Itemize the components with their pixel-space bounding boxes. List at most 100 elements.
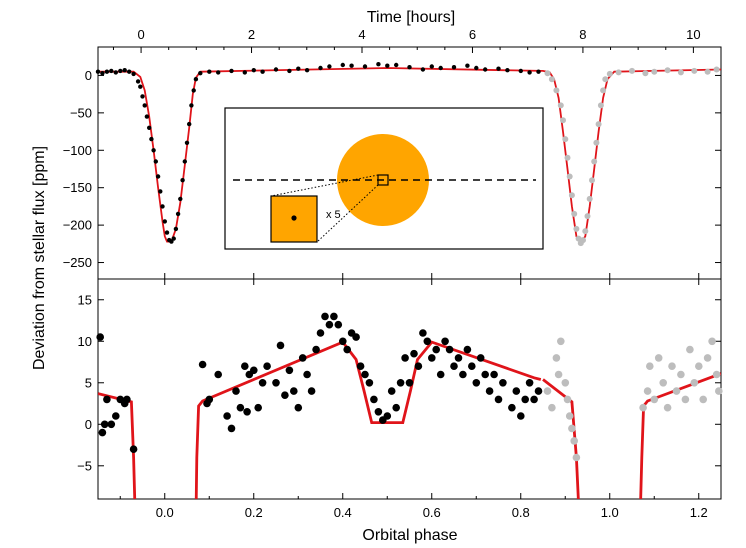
- lower-gray-point: [699, 395, 707, 404]
- lower-black-point: [312, 345, 320, 354]
- upper-black-point: [327, 64, 332, 69]
- lower-model-segment: [639, 372, 721, 499]
- lower-gray-points: [543, 337, 723, 462]
- lower-gray-point: [557, 337, 565, 346]
- upper-black-point: [420, 67, 426, 72]
- lower-gray-point: [554, 370, 563, 379]
- upper-black-point: [100, 71, 105, 76]
- lower-black-point: [485, 387, 494, 395]
- upper-gray-point: [548, 76, 555, 83]
- upper-gray-point: [584, 213, 591, 220]
- upper-black-point: [127, 69, 132, 74]
- lower-black-point: [499, 379, 507, 387]
- upper-black-point: [142, 103, 147, 108]
- upper-gray-point: [629, 67, 635, 74]
- lower-black-point: [236, 403, 245, 412]
- lower-black-point: [227, 424, 236, 433]
- lower-gray-point: [563, 395, 572, 404]
- lower-black-point: [303, 370, 311, 379]
- lower-black-point: [534, 387, 543, 395]
- lower-black-point: [405, 379, 414, 387]
- upper-black-point: [483, 67, 488, 72]
- upper-black-point: [151, 148, 156, 153]
- lower-black-point: [365, 379, 374, 387]
- lower-black-point: [481, 370, 490, 379]
- zoom-connector-top: [270, 174, 379, 197]
- upper-black-point: [349, 63, 354, 68]
- lower-black-point: [330, 312, 338, 321]
- upper-gray-point: [602, 76, 609, 83]
- upper-gray-point: [595, 121, 602, 128]
- lower-black-point: [321, 312, 329, 321]
- upper-gray-point: [704, 68, 711, 75]
- upper-gray-point: [564, 154, 571, 161]
- lower-black-point: [436, 370, 445, 379]
- lower-black-point: [392, 403, 401, 412]
- upper-gray-point: [582, 228, 589, 235]
- lower-black-point: [494, 395, 503, 404]
- lower-black-point: [441, 337, 449, 346]
- upper-gray-point: [553, 87, 560, 94]
- upper-gray-point: [593, 139, 600, 146]
- lower-black-point: [521, 395, 529, 404]
- lower-black-point: [129, 445, 138, 454]
- upper-y-tick-label: −150: [63, 180, 92, 195]
- lower-y-tick-label: 5: [85, 375, 92, 390]
- lower-black-point: [223, 412, 231, 420]
- upper-gray-point: [557, 102, 564, 109]
- upper-black-point: [171, 236, 176, 241]
- planet-dot: [291, 215, 297, 221]
- lower-gray-point: [672, 387, 681, 395]
- occultation-inset: x 5: [224, 107, 544, 250]
- upper-black-point: [376, 61, 381, 67]
- lower-y-ticks: 15 10 5 0 −5: [77, 292, 721, 473]
- lower-black-point: [272, 379, 280, 387]
- lower-black-point: [294, 403, 303, 412]
- upper-model-curve: [98, 67, 722, 245]
- lower-gray-point: [695, 362, 703, 371]
- lower-gray-point: [639, 403, 647, 412]
- bottom-tick-label: 1.2: [690, 505, 708, 520]
- upper-black-point: [407, 65, 412, 70]
- lower-black-point: [472, 379, 481, 387]
- upper-black-point: [273, 67, 279, 72]
- lower-gray-point: [703, 354, 712, 362]
- lower-gray-point: [650, 395, 659, 404]
- upper-black-point: [287, 68, 292, 74]
- upper-black-point: [527, 70, 532, 75]
- upper-black-point: [173, 226, 179, 232]
- top-tick-labels: 0 2 4 6 8 10: [112, 27, 722, 53]
- upper-black-point: [296, 66, 301, 71]
- upper-gray-point: [566, 173, 573, 180]
- lower-black-point: [276, 341, 285, 350]
- upper-gray-point: [691, 67, 698, 74]
- upper-black-point: [438, 65, 443, 71]
- upper-black-point: [451, 65, 457, 70]
- upper-black-point: [104, 69, 110, 74]
- upper-black-point: [109, 68, 114, 74]
- lower-black-point: [468, 362, 476, 371]
- upper-black-point: [251, 68, 256, 73]
- top-tick-label: 10: [686, 27, 700, 42]
- upper-gray-point: [642, 70, 649, 77]
- upper-black-point: [260, 69, 265, 74]
- upper-black-point: [187, 121, 192, 127]
- upper-gray-point: [544, 70, 551, 77]
- lower-black-point: [383, 412, 392, 420]
- upper-black-point: [175, 211, 181, 217]
- lower-black-point: [263, 362, 271, 371]
- upper-black-point: [505, 68, 510, 73]
- lower-model-segment: [194, 340, 542, 499]
- lower-y-tick-label: 10: [78, 334, 92, 349]
- upper-x-ticks: [164, 273, 700, 279]
- lower-gray-point: [715, 387, 723, 395]
- upper-y-tick-label: −250: [63, 255, 92, 270]
- lower-black-point: [414, 362, 423, 371]
- bottom-tick-label: 0.6: [423, 505, 441, 520]
- lower-black-point: [214, 370, 222, 379]
- top-tick-label: 8: [579, 27, 586, 42]
- upper-black-point: [160, 204, 165, 209]
- upper-black-point: [304, 68, 310, 73]
- lower-gray-point: [690, 379, 699, 387]
